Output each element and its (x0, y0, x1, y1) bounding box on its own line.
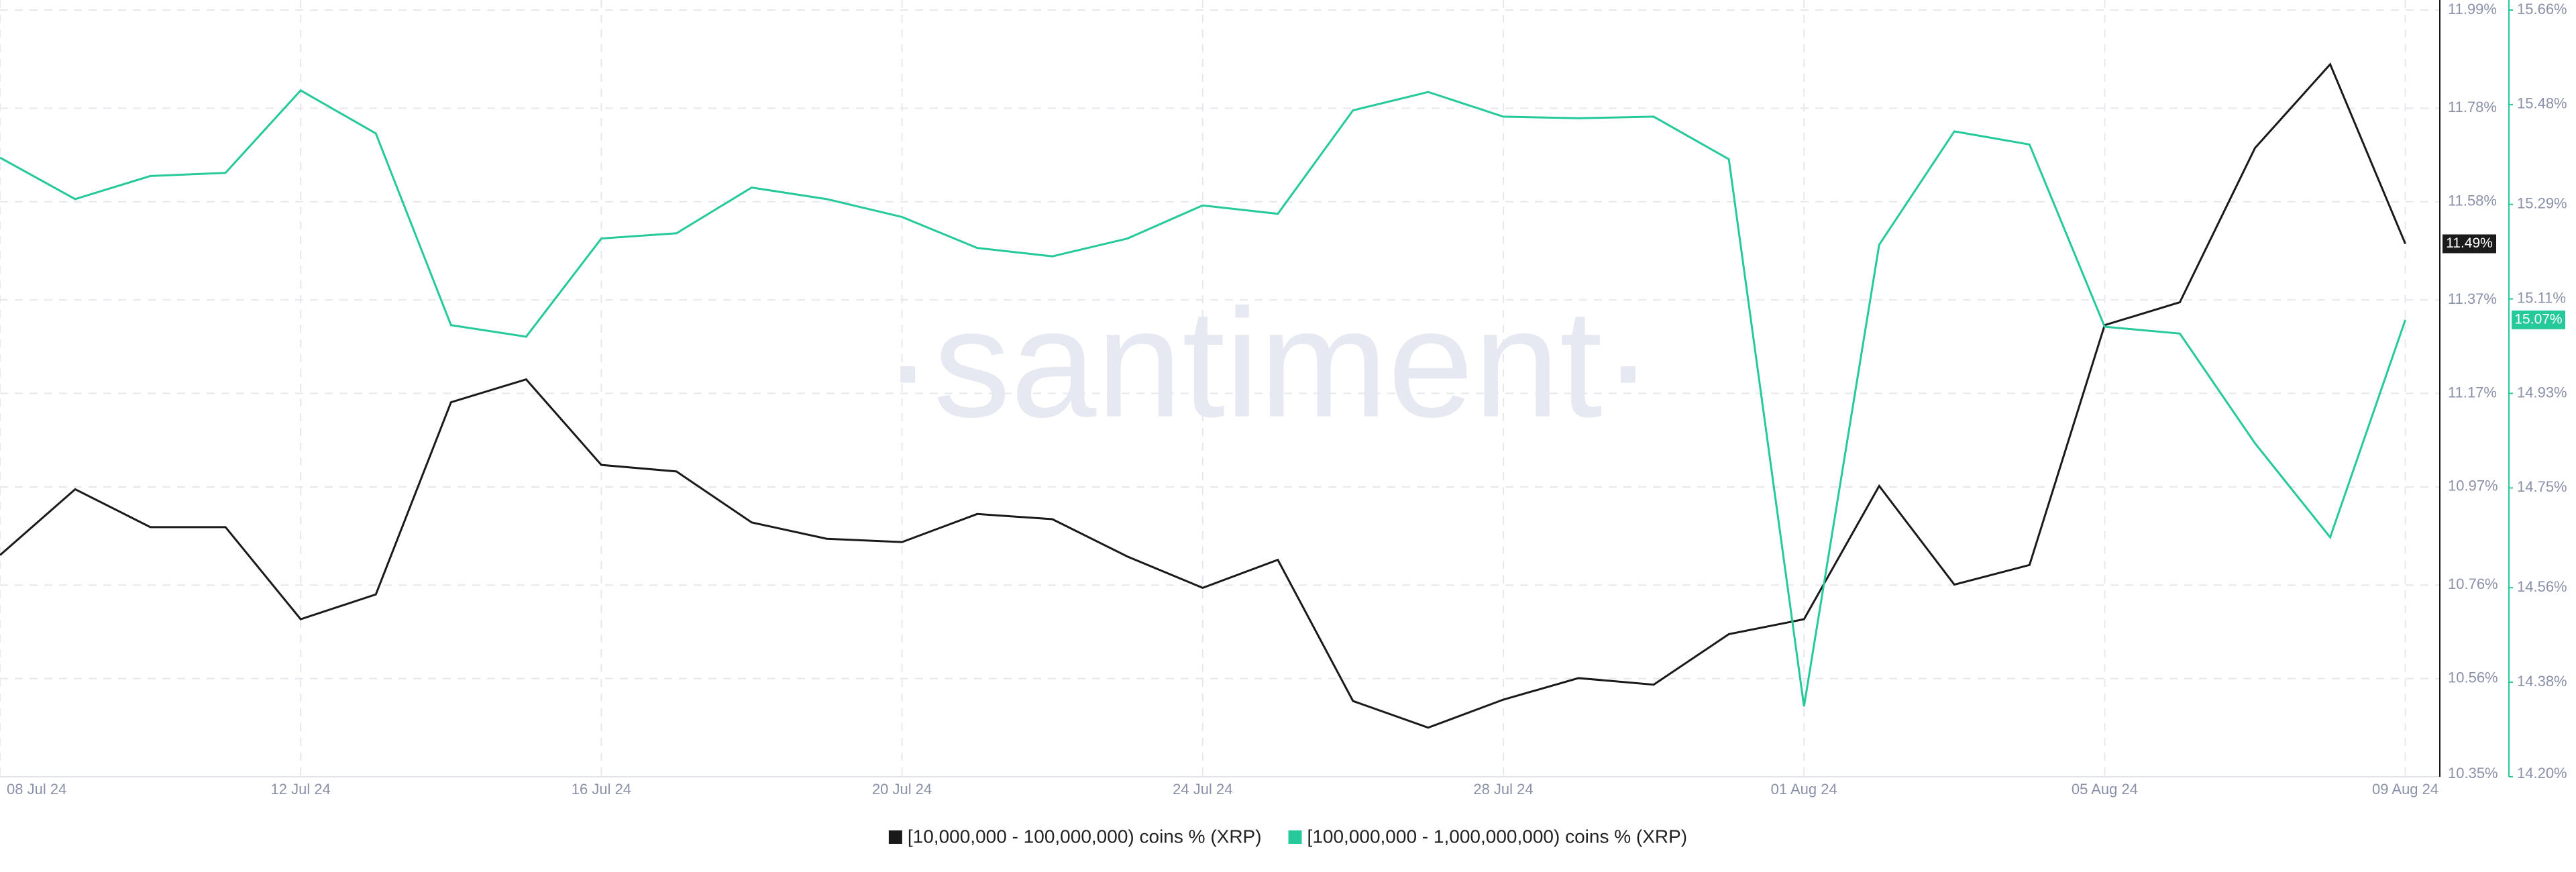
y2-tick-label: 14.93% (2517, 384, 2567, 400)
y2-tick-label: 14.38% (2517, 673, 2567, 690)
y2-tick-label: 14.75% (2517, 478, 2567, 495)
legend: [10,000,000 - 100,000,000) coins % (XRP)… (888, 826, 1688, 847)
y2-tick-label: 15.48% (2517, 95, 2567, 112)
legend-swatch (1288, 830, 1302, 844)
y-tick-label: 11.17% (2448, 384, 2497, 400)
value-label: 11.49% (2446, 235, 2493, 251)
legend-swatch (888, 830, 902, 844)
x-tick-label: 16 Jul 24 (572, 781, 631, 798)
y-tick-label: 11.78% (2448, 99, 2497, 115)
y2-tick-label: 15.11% (2517, 289, 2566, 306)
x-tick-label: 09 Aug 24 (2372, 781, 2438, 798)
legend-label: [100,000,000 - 1,000,000,000) coins % (X… (1307, 826, 1688, 847)
series-line (0, 89, 2407, 707)
y2-tick-label: 14.56% (2517, 578, 2567, 595)
y-tick-label: 11.58% (2448, 193, 2497, 209)
value-label: 15.07% (2514, 311, 2562, 327)
x-tick-label: 08 Jul 24 (7, 781, 66, 798)
x-tick-label: 28 Jul 24 (1473, 781, 1533, 798)
value-label-box (2443, 234, 2496, 254)
y2-tick-label: 14.20% (2517, 765, 2567, 781)
legend-label: [10,000,000 - 100,000,000) coins % (XRP) (908, 826, 1262, 847)
series-line (0, 62, 2406, 729)
x-tick-label: 24 Jul 24 (1173, 781, 1232, 798)
watermark: ·santiment· (882, 277, 1654, 449)
y2-tick-label: 15.29% (2517, 195, 2567, 211)
x-tick-label: 01 Aug 24 (1771, 781, 1837, 798)
y-tick-label: 10.76% (2448, 576, 2498, 592)
y-tick-label: 10.97% (2448, 478, 2498, 494)
y-tick-label: 11.37% (2448, 290, 2497, 307)
y-tick-label: 10.56% (2448, 669, 2498, 686)
x-tick-label: 12 Jul 24 (271, 781, 331, 798)
y2-tick-label: 15.66% (2517, 1, 2567, 17)
y-tick-label: 11.99% (2448, 1, 2497, 17)
x-tick-label: 20 Jul 24 (872, 781, 932, 798)
value-label-box (2512, 310, 2565, 329)
x-tick-label: 05 Aug 24 (2072, 781, 2138, 798)
y-tick-label: 10.35% (2448, 765, 2498, 781)
